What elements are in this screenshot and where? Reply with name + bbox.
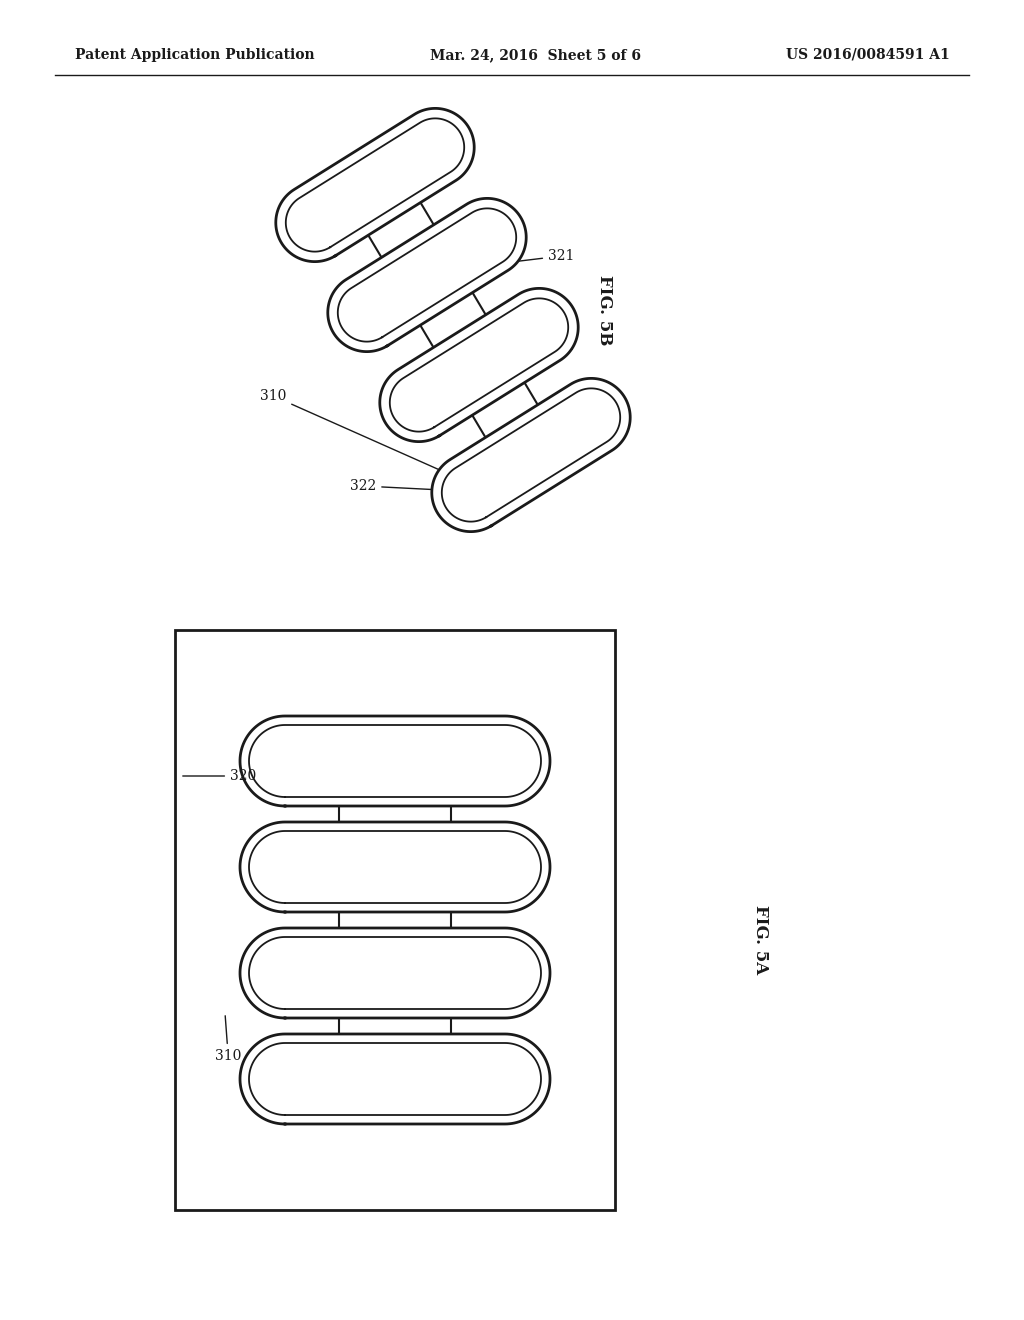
Text: 322: 322: [350, 479, 499, 492]
Text: 320: 320: [182, 770, 256, 783]
Text: FIG. 5B: FIG. 5B: [597, 275, 613, 346]
Polygon shape: [380, 288, 579, 442]
Text: Mar. 24, 2016  Sheet 5 of 6: Mar. 24, 2016 Sheet 5 of 6: [430, 48, 641, 62]
Text: 310: 310: [260, 389, 449, 474]
Text: 310: 310: [215, 1016, 242, 1063]
Text: Patent Application Publication: Patent Application Publication: [75, 48, 314, 62]
Text: US 2016/0084591 A1: US 2016/0084591 A1: [786, 48, 950, 62]
Polygon shape: [240, 822, 550, 912]
Polygon shape: [328, 198, 526, 351]
Bar: [175, 630, 615, 1210]
Polygon shape: [432, 379, 630, 532]
Polygon shape: [240, 1034, 550, 1125]
Text: FIG. 5A: FIG. 5A: [752, 906, 768, 974]
Polygon shape: [275, 108, 474, 261]
Polygon shape: [240, 928, 550, 1018]
Text: 321: 321: [489, 249, 574, 265]
Polygon shape: [240, 715, 550, 807]
Text: 322: 322: [537, 339, 574, 368]
